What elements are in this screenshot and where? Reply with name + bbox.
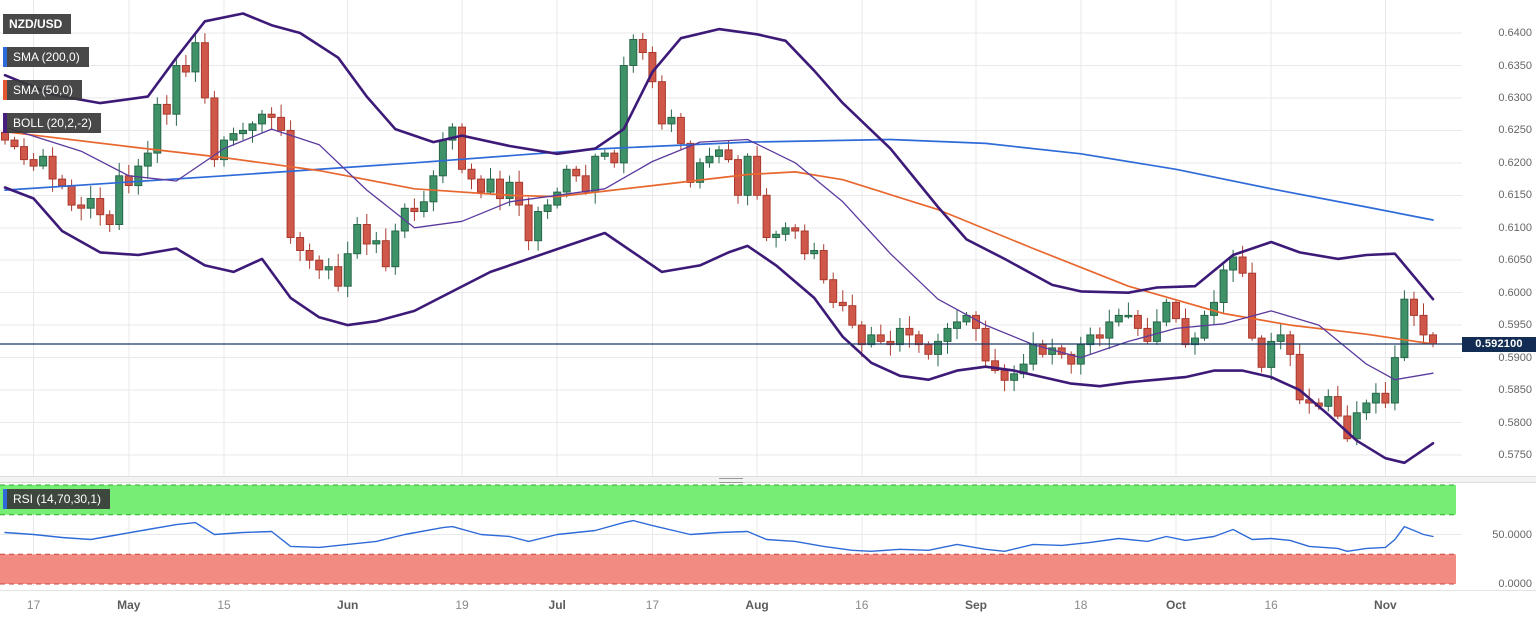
time-axis[interactable]: 17 May 15 Jun 19 Jul 17 Aug 16 Sep 18 Oct 16 Nov (0, 590, 1536, 620)
price-axis-label: 0.6100 (1498, 221, 1532, 234)
price-axis-label: 0.5900 (1498, 351, 1532, 364)
time-axis-label: 18 (1074, 598, 1088, 612)
sma50-color-strip (3, 80, 7, 100)
price-axis-label: 0.6150 (1498, 189, 1532, 202)
price-axis-label: 0.6350 (1498, 59, 1532, 72)
price-axis[interactable]: 0.6400 0.6350 0.6300 0.6250 0.6200 0.6150 0.61… (1462, 0, 1536, 476)
current-price-badge: 0.592100 (1462, 336, 1536, 352)
candles-layer (1, 32, 1437, 446)
time-axis-label: 16 (1264, 598, 1278, 612)
price-axis-label: 0.5950 (1498, 319, 1532, 332)
rsi-overbought-zone (0, 484, 1456, 516)
time-axis-label: Sep (964, 598, 988, 612)
time-axis-label: Jul (548, 598, 566, 612)
price-axis-label: 0.6200 (1498, 156, 1532, 169)
time-axis-label: 19 (455, 598, 469, 612)
rsi-color-strip (3, 489, 7, 509)
boll-mid-line (4, 126, 1434, 381)
time-axis-label: 17 (26, 598, 41, 612)
price-axis-label: 0.6300 (1498, 91, 1532, 104)
time-axis-label: Aug (745, 598, 769, 612)
rsi-chart-canvas[interactable] (0, 483, 1462, 590)
time-axis-label: 17 (645, 598, 660, 612)
grid-layer (0, 0, 1462, 476)
time-axis-label: Jun (337, 598, 359, 612)
pane-divider (0, 476, 1536, 483)
price-chart-canvas[interactable] (0, 0, 1462, 476)
legend-boll-label: BOLL (20,2,-2) (13, 116, 92, 130)
rsi-axis-label: 50.0000 (1492, 528, 1532, 541)
price-axis-label: 0.5850 (1498, 384, 1532, 397)
price-axis-label: 0.6000 (1498, 286, 1532, 299)
legend-sma200-badge[interactable]: SMA (200,0) (3, 47, 89, 67)
legend-rsi-badge[interactable]: RSI (14,70,30,1) (3, 489, 111, 509)
symbol-label: NZD/USD (9, 17, 63, 31)
price-axis-label: 0.6400 (1498, 27, 1532, 39)
time-axis-label: May (117, 598, 141, 612)
price-axis-label: 0.5800 (1498, 416, 1532, 429)
pane-resize-handle-icon[interactable] (719, 478, 743, 483)
rsi-axis: 50.0000 0.0000 (1462, 483, 1536, 591)
rsi-line (4, 519, 1434, 553)
sma200-color-strip (3, 47, 7, 67)
legend-sma200-label: SMA (200,0) (13, 50, 80, 64)
rsi-axis-label: 0.0000 (1498, 578, 1532, 590)
legend-rsi-label: RSI (14,70,30,1) (13, 492, 102, 506)
sma200-line (4, 138, 1434, 221)
boll-color-strip (3, 113, 7, 133)
time-axis-label: 16 (855, 598, 869, 612)
legend-boll-badge[interactable]: BOLL (20,2,-2) (3, 113, 101, 133)
time-axis-label: Nov (1374, 598, 1397, 612)
time-axis-label: Oct (1165, 598, 1187, 612)
price-axis-label: 0.6050 (1498, 254, 1532, 267)
time-axis-label: 15 (217, 598, 231, 612)
price-axis-label: 0.6250 (1498, 124, 1532, 137)
legend-sma50-badge[interactable]: SMA (50,0) (3, 80, 83, 100)
boll-upper-line (3, 12, 1435, 301)
rsi-oversold-zone (0, 553, 1456, 585)
sma50-line (4, 130, 1434, 345)
legend-sma50-label: SMA (50,0) (13, 83, 74, 97)
boll-lower-line (3, 186, 1435, 465)
symbol-badge[interactable]: NZD/USD (3, 14, 72, 34)
price-axis-label: 0.5750 (1498, 449, 1532, 461)
